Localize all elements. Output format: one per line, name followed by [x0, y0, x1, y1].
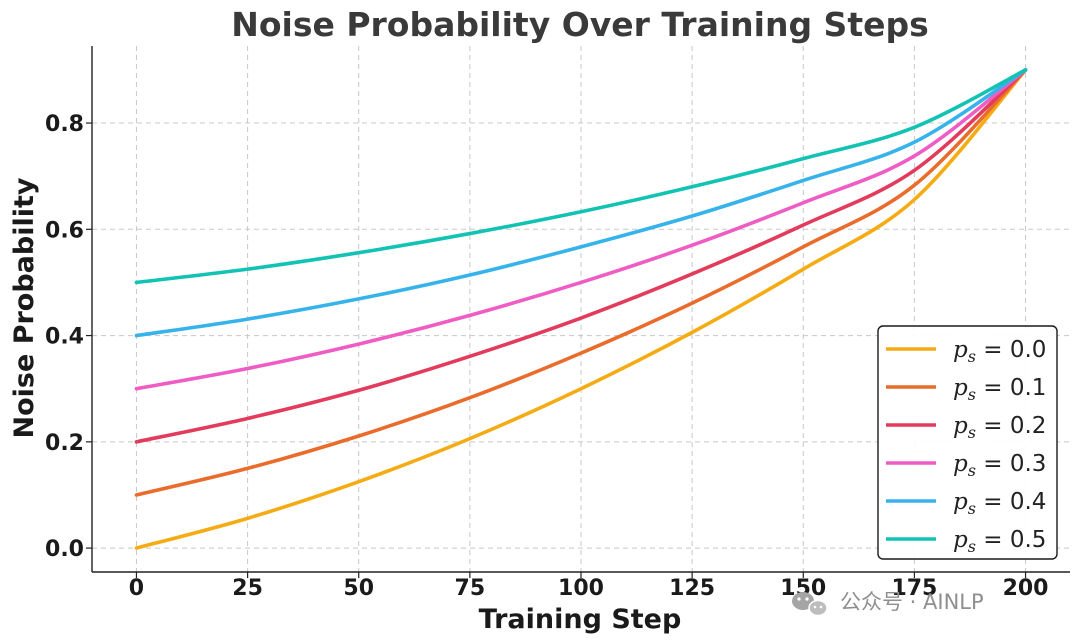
legend-label: ps = 0.5 — [953, 527, 1046, 556]
chart-title: Noise Probability Over Training Steps — [231, 5, 929, 44]
x-tick-label: 0 — [129, 576, 144, 601]
legend-label: ps = 0.3 — [953, 451, 1046, 480]
legend-label: ps = 0.1 — [953, 375, 1046, 404]
series-line-0 — [134, 68, 1028, 550]
x-tick-label: 200 — [1003, 576, 1049, 601]
x-tick-labels: 0 25 50 75 100 125 150 175 200 — [129, 576, 1049, 601]
watermark: 公众号 · AINLP — [792, 590, 984, 617]
x-tick-label: 175 — [891, 576, 937, 601]
x-tick-label: 50 — [343, 576, 374, 601]
watermark-text: 公众号 · AINLP — [840, 590, 984, 614]
y-tick-label: 0.8 — [45, 112, 84, 137]
y-tick-label: 0.6 — [45, 218, 84, 243]
legend-label: ps = 0.4 — [953, 489, 1046, 518]
series-line-2 — [134, 68, 1028, 444]
x-axis-label: Training Step — [479, 604, 682, 635]
series-line-1 — [134, 68, 1028, 497]
y-tick-labels: 0.0 0.2 0.4 0.6 0.8 — [45, 112, 84, 562]
y-tick-label: 0.0 — [45, 537, 84, 562]
x-tick-label: 25 — [232, 576, 263, 601]
x-tick-label: 75 — [455, 576, 486, 601]
series-line-3 — [134, 68, 1028, 391]
x-tick-label: 125 — [669, 576, 715, 601]
y-tick-label: 0.4 — [45, 325, 84, 350]
legend-label: ps = 0.2 — [953, 413, 1046, 442]
grid — [92, 46, 1070, 572]
legend: ps = 0.0 ps = 0.1 ps = 0.2 ps = 0.3 ps = 0.4… — [877, 325, 1058, 560]
axes — [86, 46, 1070, 578]
series-line-4 — [134, 68, 1028, 338]
x-tick-label: 100 — [558, 576, 604, 601]
series-line-5 — [134, 68, 1028, 285]
y-tick-label: 0.2 — [45, 431, 84, 456]
legend-label: ps = 0.0 — [953, 337, 1046, 366]
series-lines — [134, 68, 1028, 550]
y-axis-label: Noise Probability — [9, 177, 40, 438]
wechat-icon — [792, 592, 828, 617]
